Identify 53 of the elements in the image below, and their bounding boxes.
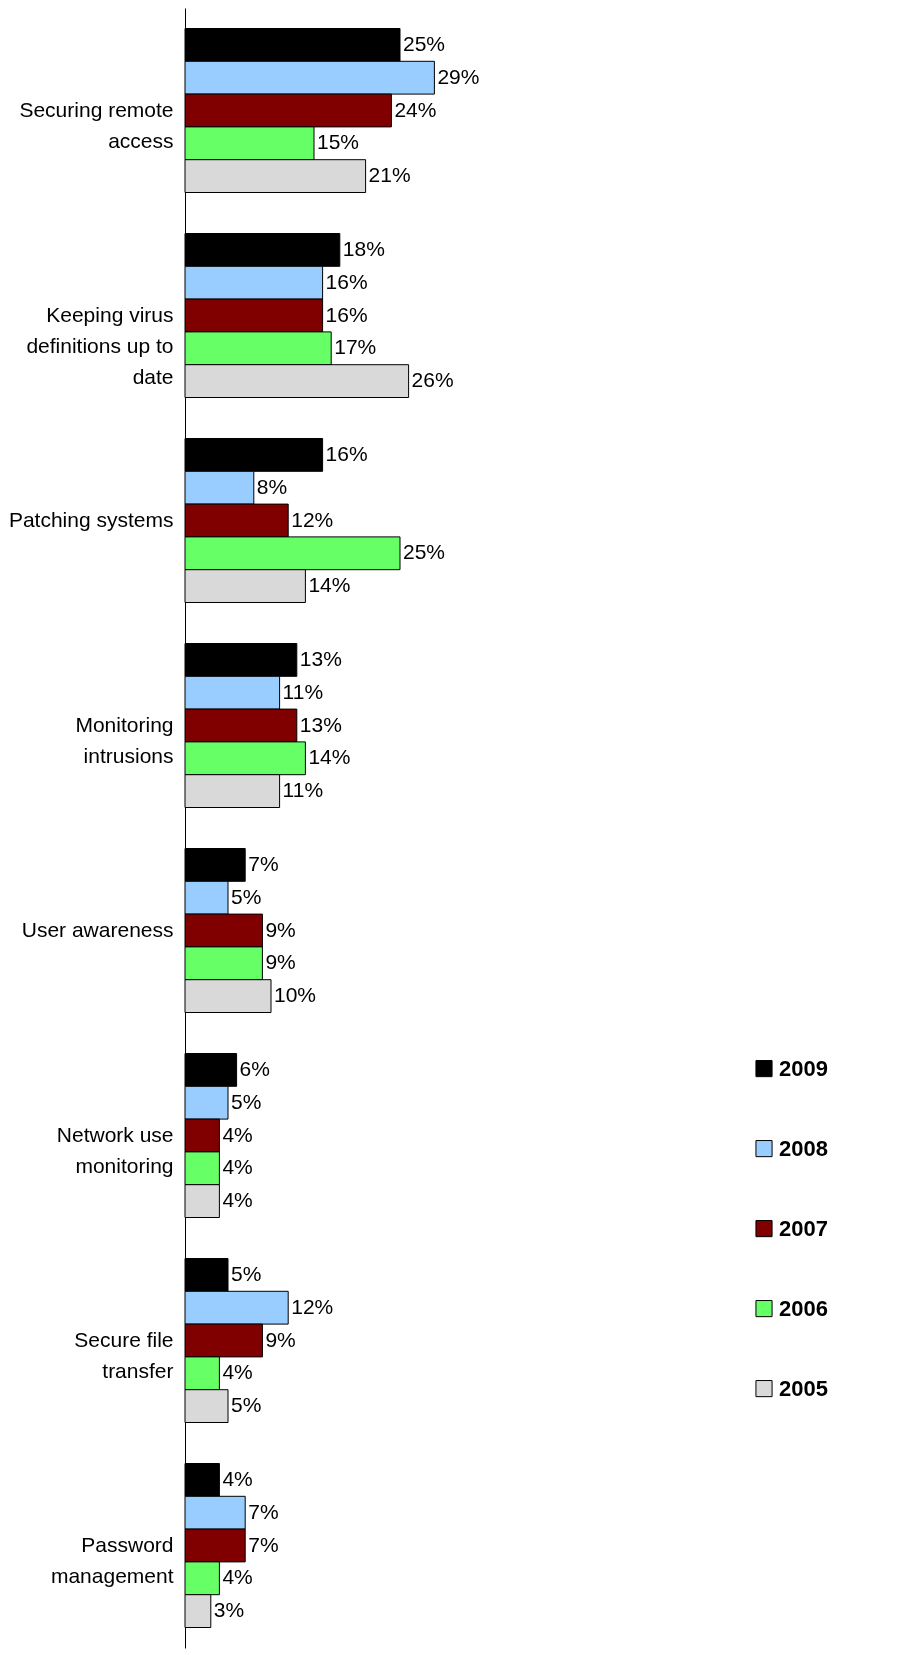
data-label: 16%	[325, 302, 368, 326]
data-label: 25%	[403, 31, 446, 55]
data-label: 4%	[222, 1565, 253, 1589]
data-label: 9%	[265, 950, 296, 974]
data-label: 9%	[265, 1327, 296, 1351]
data-label: 12%	[291, 507, 334, 531]
y-tick-label: Password management	[50, 1532, 174, 1587]
legend-label: 2007	[779, 1215, 828, 1241]
y-tick-label: Keeping virus definitions up to date	[26, 302, 174, 388]
data-label: 11%	[282, 778, 324, 802]
data-label: 12%	[291, 1294, 334, 1318]
y-tick-label: Monitoring intrusions	[75, 712, 174, 767]
y-tick-label: Secure file transfer	[74, 1327, 174, 1382]
legend-label: 2008	[779, 1135, 828, 1161]
data-label: 7%	[248, 1499, 279, 1523]
data-label: 10%	[274, 983, 317, 1007]
data-label: 13%	[299, 646, 342, 670]
data-label: 7%	[248, 851, 279, 875]
data-label: 15%	[317, 130, 360, 154]
legend-label: 2005	[779, 1375, 828, 1401]
data-label: 4%	[222, 1360, 253, 1384]
data-label: 11%	[282, 679, 324, 703]
data-label: 29%	[437, 64, 480, 88]
data-label: 14%	[308, 573, 351, 597]
data-label: 25%	[403, 540, 446, 564]
data-label: 5%	[231, 1261, 262, 1285]
data-label: 7%	[248, 1532, 279, 1556]
data-label: 9%	[265, 917, 296, 941]
data-label: 17%	[334, 335, 377, 359]
data-label: 26%	[411, 368, 454, 392]
data-label: 4%	[222, 1188, 253, 1212]
data-label: 4%	[222, 1155, 253, 1179]
data-label: 8%	[256, 474, 288, 498]
y-tick-label: User awareness	[21, 917, 174, 941]
data-label: 16%	[325, 269, 368, 293]
y-tick-label: Patching systems	[8, 507, 174, 531]
data-label: 3%	[213, 1598, 245, 1622]
data-label: 6%	[239, 1056, 270, 1080]
data-label: 4%	[222, 1466, 253, 1490]
data-label: 21%	[368, 163, 411, 187]
legend-label: 2006	[779, 1295, 828, 1321]
data-label: 5%	[231, 1393, 262, 1417]
data-label: 4%	[222, 1122, 253, 1146]
y-tick-label: Securing remote access	[19, 97, 174, 152]
data-label: 13%	[299, 712, 342, 736]
data-label: 24%	[394, 97, 437, 121]
data-label: 16%	[325, 441, 368, 465]
data-label: 5%	[231, 884, 262, 908]
legend-label: 2009	[779, 1055, 828, 1081]
y-tick-label: Network use monitoring	[56, 1122, 174, 1177]
data-label: 5%	[231, 1089, 262, 1113]
data-label: 18%	[342, 236, 385, 260]
data-label: 14%	[308, 745, 351, 769]
